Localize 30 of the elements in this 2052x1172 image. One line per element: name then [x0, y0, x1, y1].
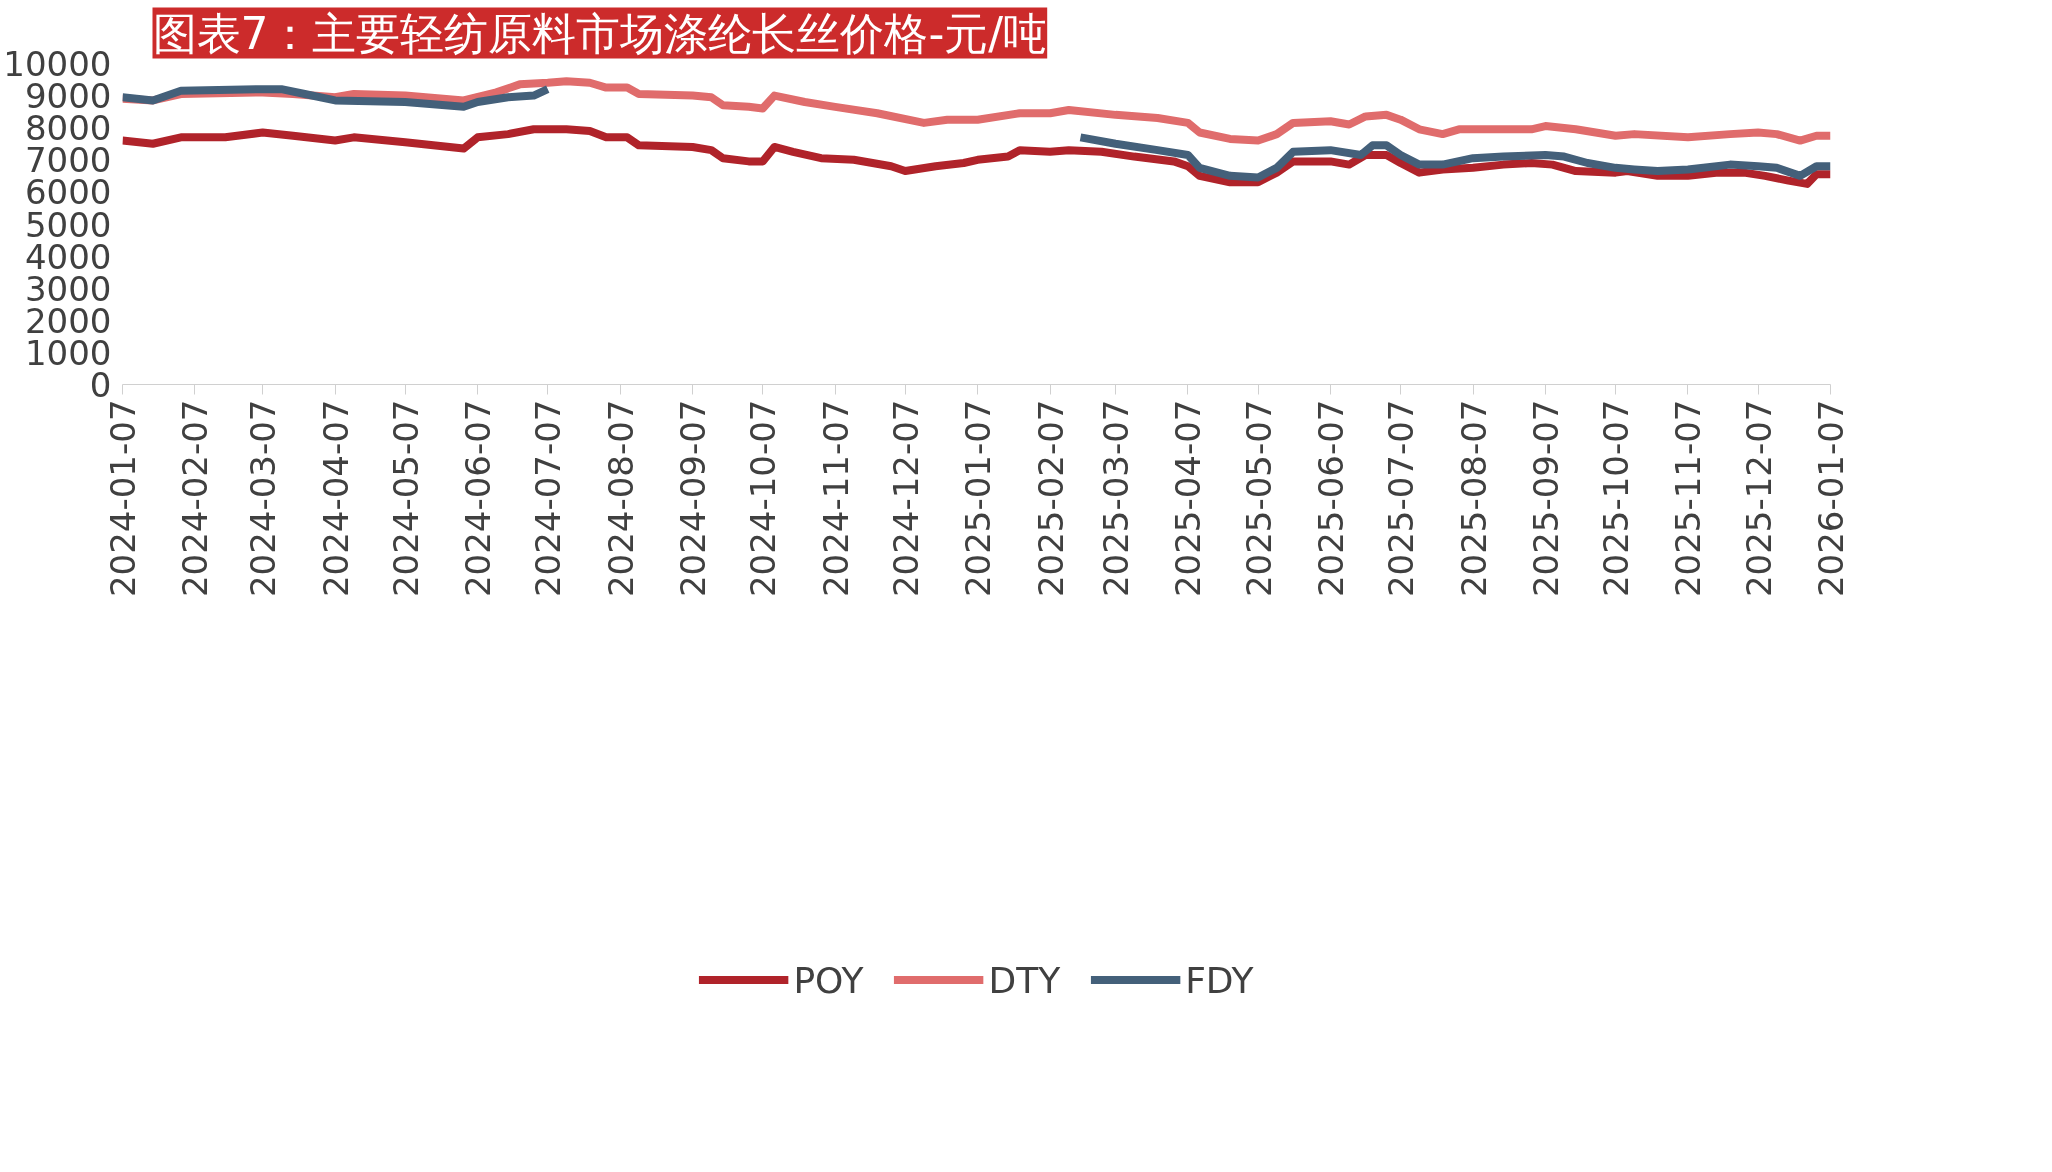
chart-title: 图表7：主要轻纺原料市场涤纶长丝价格-元/吨 — [152, 7, 1048, 59]
x-tick-label: 2024-12-07 — [885, 399, 926, 598]
x-tick-label: 2026-01-07 — [1811, 399, 1851, 598]
legend-label: FDY — [1185, 959, 1254, 1001]
x-tick-label: 2025-09-07 — [1525, 399, 1566, 598]
x-tick-label: 2024-02-07 — [175, 399, 216, 598]
y-tick-label: 10000 — [3, 44, 112, 84]
x-tick-label: 2024-11-07 — [815, 399, 856, 598]
x-tick-label: 2024-06-07 — [458, 399, 499, 598]
x-tick-label: 2025-06-07 — [1310, 399, 1351, 598]
x-tick-label: 2024-09-07 — [673, 399, 714, 598]
x-tick-label: 2024-08-07 — [600, 399, 641, 598]
x-tick-label: 2024-03-07 — [243, 399, 284, 598]
x-tick-label: 2025-02-07 — [1030, 399, 1071, 598]
x-tick-label: 2025-10-07 — [1596, 399, 1637, 598]
x-tick-label: 2025-12-07 — [1738, 399, 1779, 598]
x-tick-label: 2025-11-07 — [1668, 399, 1709, 598]
x-tick-label: 2024-05-07 — [385, 399, 426, 598]
x-tick-label: 2025-05-07 — [1238, 399, 1279, 598]
x-tick-label: 2025-01-07 — [958, 399, 999, 598]
legend-label: POY — [793, 959, 864, 1001]
x-tick-label: 2024-07-07 — [528, 399, 569, 598]
x-tick-label: 2025-08-07 — [1453, 399, 1494, 598]
legend-label: DTY — [988, 959, 1061, 1001]
x-tick-label: 2025-07-07 — [1381, 399, 1422, 598]
x-tick-label: 2025-03-07 — [1096, 399, 1137, 598]
x-tick-label: 2024-04-07 — [315, 399, 356, 598]
x-tick-label: 2024-01-07 — [103, 399, 143, 598]
x-tick-label: 2024-10-07 — [743, 399, 784, 598]
x-tick-label: 2025-04-07 — [1168, 399, 1209, 598]
